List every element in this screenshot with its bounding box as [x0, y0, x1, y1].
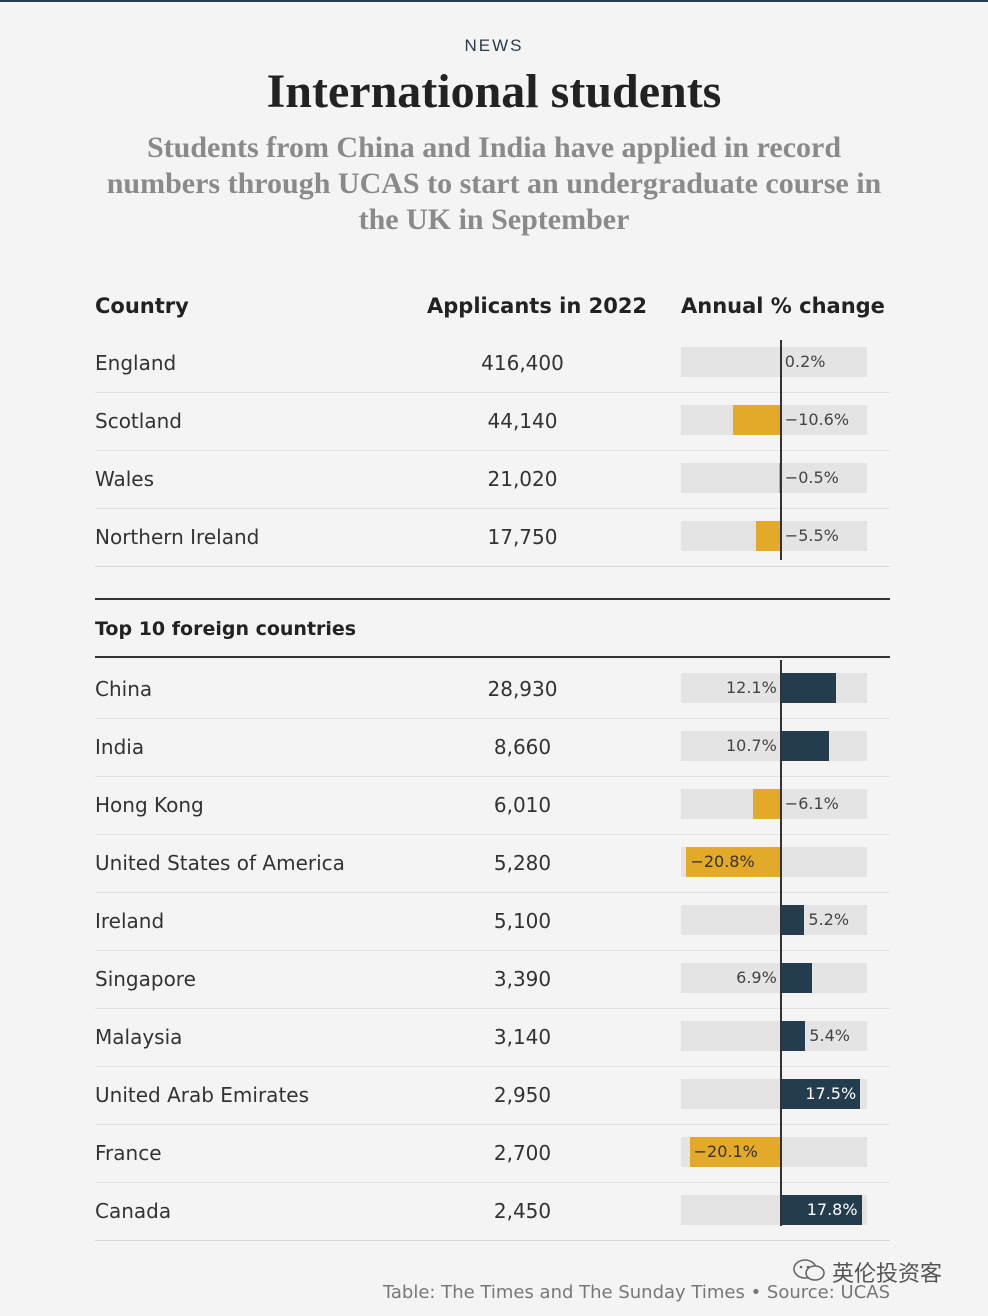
change-bar-track: 17.5% — [681, 1079, 867, 1109]
table-row: France 2,700 −20.1% — [95, 1124, 890, 1183]
section-divider-bottom — [95, 656, 890, 658]
change-label: 5.2% — [808, 910, 850, 929]
change-label: 17.5% — [805, 1084, 857, 1103]
change-label: −6.1% — [784, 794, 839, 813]
applicants-value: 3,390 — [493, 967, 552, 991]
section-divider-top — [95, 598, 890, 600]
applicants-value: 2,950 — [493, 1083, 552, 1107]
table-row: Hong Kong 6,010 −6.1% — [95, 776, 890, 835]
change-bar-track: 6.9% — [681, 963, 867, 993]
change-label: −0.5% — [784, 468, 839, 487]
change-bar — [780, 905, 805, 935]
table-row: Malaysia 3,140 5.4% — [95, 1008, 890, 1067]
table-row: United States of America 5,280 −20.8% — [95, 834, 890, 893]
change-bar-track: 5.2% — [681, 905, 867, 935]
change-bar-track: −0.5% — [681, 463, 867, 493]
source-note: Table: The Times and The Sunday Times • … — [382, 1282, 890, 1303]
table-row: India 8,660 10.7% — [95, 718, 890, 777]
top-rule — [0, 0, 988, 2]
column-header-applicants: Applicants in 2022 — [427, 294, 648, 318]
change-bar — [753, 789, 781, 819]
applicants-value: 8,660 — [493, 735, 552, 759]
country-name: Wales — [95, 467, 155, 491]
change-bar-track: −6.1% — [681, 789, 867, 819]
change-bar-track: 5.4% — [681, 1021, 867, 1051]
change-label: 5.4% — [809, 1026, 850, 1045]
country-name: India — [95, 735, 145, 759]
change-bar — [780, 1021, 806, 1051]
change-bar-track: 17.8% — [681, 1195, 867, 1225]
change-bar — [780, 673, 836, 703]
country-name: France — [95, 1141, 162, 1165]
applicants-value: 17,750 — [487, 525, 558, 549]
change-bar-track: −20.8% — [681, 847, 867, 877]
change-bar — [780, 1195, 862, 1225]
change-label: 10.7% — [725, 736, 777, 755]
table-row: Scotland 44,140 −10.6% — [95, 392, 890, 451]
applicants-value: 416,400 — [481, 351, 564, 375]
table-row: China 28,930 12.1% — [95, 660, 890, 719]
country-name: England — [95, 351, 177, 375]
applicants-value: 21,020 — [487, 467, 558, 491]
watermark: 英伦投资客 — [792, 1258, 942, 1290]
table-row: Ireland 5,100 5.2% — [95, 892, 890, 951]
change-bar — [732, 405, 781, 435]
applicants-value: 44,140 — [487, 409, 558, 433]
change-label: 6.9% — [736, 968, 777, 987]
applicants-value: 5,280 — [493, 851, 552, 875]
country-name: Northern Ireland — [95, 525, 260, 549]
country-name: Canada — [95, 1199, 172, 1223]
change-bar — [778, 463, 781, 493]
change-bar-track: 12.1% — [681, 673, 867, 703]
change-bar-track: 10.7% — [681, 731, 867, 761]
change-bar — [686, 847, 781, 877]
change-label: −20.8% — [690, 852, 755, 871]
change-label: −10.6% — [784, 410, 850, 429]
change-label: 17.8% — [806, 1200, 858, 1219]
column-header-change: Annual % change — [681, 294, 885, 318]
table-row: United Arab Emirates 2,950 17.5% — [95, 1066, 890, 1125]
applicants-value: 5,100 — [493, 909, 552, 933]
table-row: England 416,400 0.2% — [95, 334, 890, 393]
country-name: Ireland — [95, 909, 165, 933]
change-bar — [780, 963, 813, 993]
applicants-value: 2,450 — [493, 1199, 552, 1223]
table-row: Northern Ireland 17,750 −5.5% — [95, 508, 890, 567]
applicants-value: 2,700 — [493, 1141, 552, 1165]
change-label: 0.2% — [784, 352, 826, 371]
applicants-value: 3,140 — [493, 1025, 552, 1049]
zero-axis-line — [779, 660, 782, 1226]
country-name: Scotland — [95, 409, 182, 433]
country-name: China — [95, 677, 153, 701]
country-name: United Arab Emirates — [95, 1083, 310, 1107]
change-label: 12.1% — [725, 678, 777, 697]
country-name: United States of America — [95, 851, 345, 875]
change-bar — [780, 731, 830, 761]
section-kicker: NEWS — [464, 36, 524, 55]
country-name: Malaysia — [95, 1025, 183, 1049]
applicants-value: 28,930 — [487, 677, 558, 701]
change-label: −5.5% — [784, 526, 839, 545]
watermark-text: 英伦投资客 — [832, 1262, 943, 1287]
country-name: Hong Kong — [95, 793, 204, 817]
change-bar — [780, 1079, 861, 1109]
table-row: Wales 21,020 −0.5% — [95, 450, 890, 509]
page-subtitle: Students from China and India have appli… — [106, 131, 882, 236]
table-row: Singapore 3,390 6.9% — [95, 950, 890, 1009]
change-bar — [755, 521, 781, 551]
applicants-value: 6,010 — [493, 793, 552, 817]
column-header-country: Country — [95, 294, 189, 318]
change-bar-track: −5.5% — [681, 521, 867, 551]
wechat-icon — [792, 1258, 826, 1292]
section-heading: Top 10 foreign countries — [95, 618, 357, 640]
change-bar — [689, 1137, 781, 1167]
page-title: International students — [266, 65, 722, 118]
zero-axis-line — [779, 340, 782, 560]
country-name: Singapore — [95, 967, 196, 991]
change-bar-track: 0.2% — [681, 347, 867, 377]
change-label: −20.1% — [693, 1142, 758, 1161]
change-bar-track: −10.6% — [681, 405, 867, 435]
table-row: Canada 2,450 17.8% — [95, 1182, 890, 1241]
change-bar-track: −20.1% — [681, 1137, 867, 1167]
